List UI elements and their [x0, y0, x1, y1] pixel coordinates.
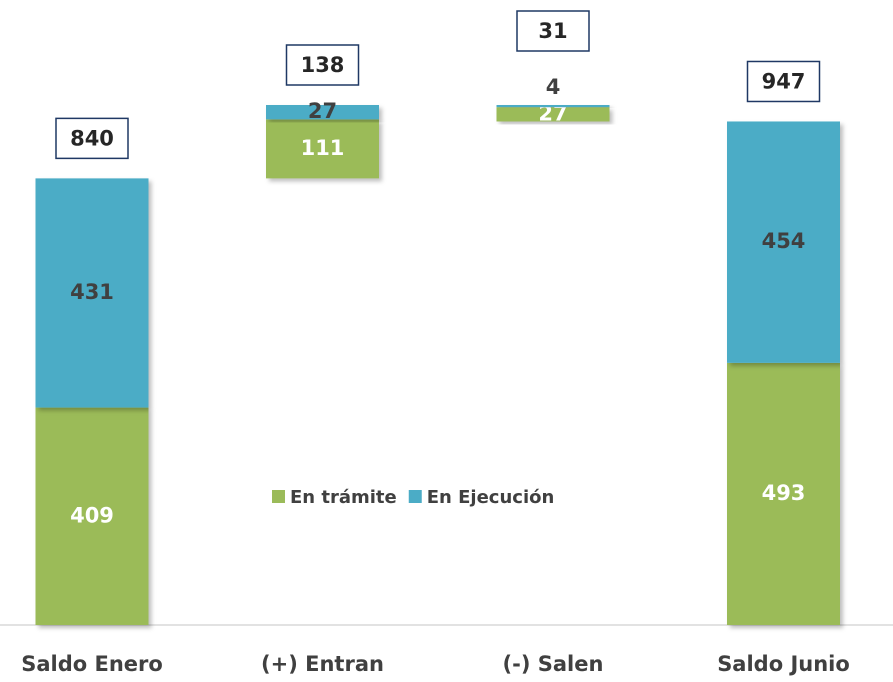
x-tick-label: (+) Entran: [261, 652, 384, 676]
total-box: [285, 44, 360, 86]
value-label: 4: [546, 75, 561, 99]
value-label: 409: [70, 503, 114, 527]
bar-segment: [35, 178, 149, 408]
x-tick-label: (-) Salen: [503, 652, 604, 676]
value-label: 27: [538, 101, 567, 125]
bar-segment: [727, 362, 840, 625]
legend-label: En Ejecución: [427, 487, 555, 508]
total-label: 840: [70, 126, 114, 150]
bar-segment: [266, 105, 379, 120]
value-label: 111: [301, 136, 345, 160]
bar-segment: [496, 107, 610, 122]
legend-swatch: [272, 490, 285, 503]
value-label: 27: [308, 99, 337, 123]
total-box: [55, 117, 129, 160]
total-label: 138: [301, 53, 345, 77]
legend-swatch: [408, 490, 422, 503]
value-label: 454: [762, 229, 806, 253]
x-tick-label: Saldo Enero: [21, 652, 163, 676]
bar-segment: [727, 121, 840, 363]
bar-segment: [35, 407, 149, 625]
total-label: 947: [762, 69, 806, 93]
x-tick-label: Saldo Junio: [717, 652, 850, 676]
bar-segment: [496, 105, 610, 108]
legend-label: En trámite: [290, 487, 397, 508]
total-box: [516, 10, 590, 52]
total-box: [746, 60, 821, 103]
total-label: 31: [538, 19, 567, 43]
bar-segment: [266, 119, 379, 179]
value-label: 431: [70, 280, 114, 304]
value-label: 493: [762, 481, 806, 505]
